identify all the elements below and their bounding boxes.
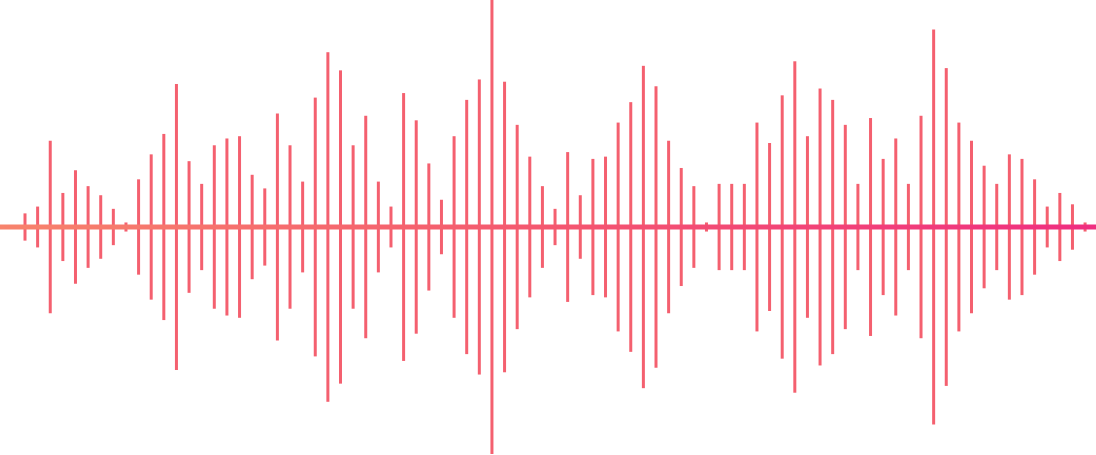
waveform-baseline xyxy=(0,224,1096,230)
